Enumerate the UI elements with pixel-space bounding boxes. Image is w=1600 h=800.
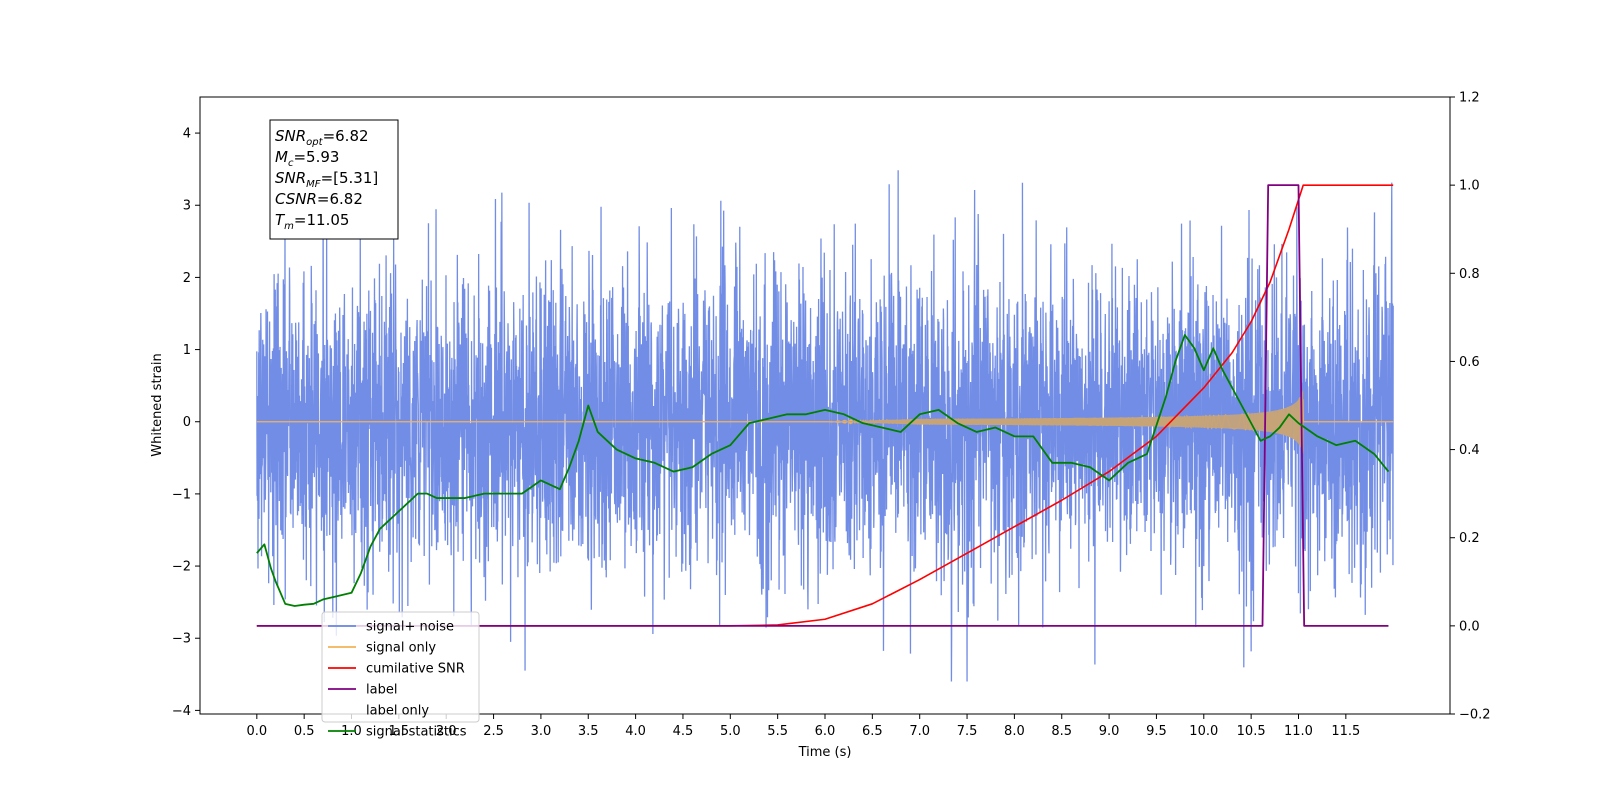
- y-left-tick-label: −4: [172, 704, 191, 719]
- x-tick-label: 0.0: [246, 724, 267, 739]
- x-tick-label: 5.5: [767, 724, 788, 739]
- y-left-tick-label: −3: [172, 632, 191, 647]
- x-tick-label: 9.5: [1146, 724, 1167, 739]
- signal-noise-series: [256, 170, 1394, 682]
- x-tick-label: 8.0: [1004, 724, 1025, 739]
- x-tick-label: 11.0: [1284, 724, 1313, 739]
- legend: signal+ noise signal only cumilative SNR la…: [321, 611, 480, 740]
- x-tick-label: 3.0: [531, 724, 552, 739]
- legend-label: label only: [366, 704, 429, 719]
- y-left-tick-label: 2: [183, 271, 191, 286]
- x-tick-label: 7.0: [909, 724, 930, 739]
- signal-only-series: [256, 389, 1394, 455]
- noise-line: [256, 170, 1394, 682]
- x-tick-label: 10.5: [1237, 724, 1266, 739]
- y-left-tick-label: 3: [183, 199, 191, 214]
- y-right-tick-label: 0.8: [1459, 267, 1480, 282]
- annotation-frame: [269, 119, 399, 240]
- x-tick-label: 7.5: [957, 724, 978, 739]
- y-left-tick-label: 1: [183, 343, 191, 358]
- y-axis-left: −4 −3 −2 −1 0 1 2 3 4: [172, 127, 200, 719]
- y-left-tick-label: −2: [172, 560, 191, 575]
- legend-frame: [321, 611, 480, 723]
- annotation-line: Mc=5.93: [275, 148, 339, 169]
- x-tick-label: 6.5: [862, 724, 883, 739]
- x-tick-label: 11.5: [1331, 724, 1360, 739]
- series-line: [256, 184, 1389, 627]
- annotation-line: SNRMF=[5.31]: [275, 169, 378, 190]
- y-right-tick-label: −0.2: [1459, 708, 1491, 723]
- x-tick-label: 2.5: [483, 724, 504, 739]
- y-right-tick-label: 0.4: [1459, 443, 1480, 458]
- annotation-line: SNRopt=6.82: [275, 127, 369, 148]
- y-axis-right: −0.2 0.0 0.2 0.4 0.6 0.8 1.0 1.2: [1450, 91, 1491, 723]
- x-axis: 0.0 0.5 1.0 1.5 2.0 2.5 3.0 3.5 4.0 4.5 5.0 5.5 6.0 6…: [246, 714, 1360, 739]
- y-left-tick-label: 0: [183, 415, 191, 430]
- x-tick-label: 9.0: [1099, 724, 1120, 739]
- legend-label: signal statistics: [366, 725, 467, 740]
- legend-label: signal+ noise: [366, 620, 454, 635]
- x-tick-label: 8.5: [1051, 724, 1072, 739]
- y-right-tick-label: 0.6: [1459, 355, 1480, 370]
- y-left-tick-label: −1: [172, 487, 191, 502]
- x-tick-label: 2.0: [436, 724, 457, 739]
- x-tick-label: 3.5: [578, 724, 599, 739]
- x-tick-label: 4.0: [625, 724, 646, 739]
- x-tick-label: 0.5: [294, 724, 315, 739]
- y-left-tick-label: 4: [183, 127, 191, 142]
- x-tick-label: 10.0: [1189, 724, 1218, 739]
- x-tick-label: 1.5: [389, 724, 410, 739]
- y-right-tick-label: 1.0: [1459, 179, 1480, 194]
- annotation-line: CSNR=6.82: [275, 190, 363, 208]
- cumulative-snr-series: [256, 184, 1394, 627]
- label-series: [256, 184, 1389, 627]
- y-right-tick-label: 0.0: [1459, 619, 1480, 634]
- y-right-tick-label: 0.2: [1459, 531, 1480, 546]
- legend-label: signal only: [366, 641, 436, 656]
- series-line: [256, 184, 1394, 627]
- y-right-tick-label: 1.2: [1459, 91, 1480, 106]
- y-axis-left-label: Whitened strain: [150, 353, 165, 456]
- annotation-line: Tm=11.05: [275, 211, 349, 232]
- legend-label: label: [366, 683, 397, 698]
- chirp-envelope: [825, 389, 1304, 455]
- x-tick-label: 5.0: [720, 724, 741, 739]
- signal-statistics-series: [256, 334, 1390, 607]
- series-line: [256, 334, 1390, 607]
- x-tick-label: 4.5: [673, 724, 694, 739]
- legend-label: cumilative SNR: [366, 662, 465, 677]
- x-axis-label: Time (s): [798, 745, 852, 760]
- x-tick-label: 6.0: [815, 724, 836, 739]
